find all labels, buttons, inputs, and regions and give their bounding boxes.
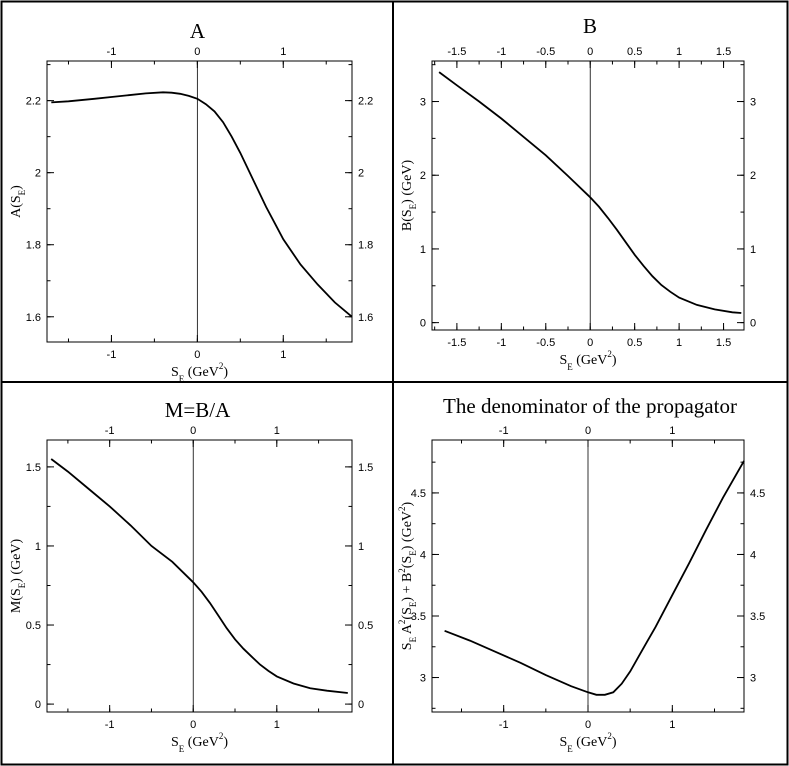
y-tick-label: 0 xyxy=(420,318,426,330)
x-tick-label: -0.5 xyxy=(536,337,555,349)
x-tick-label-top: -0.5 xyxy=(536,46,555,58)
y-tick-label: 1.6 xyxy=(26,312,41,324)
series-line-1 xyxy=(50,458,348,694)
y-tick-label: 4 xyxy=(420,549,426,561)
y-tick-label-right: 4.5 xyxy=(750,488,765,500)
y-tick-label-right: 1 xyxy=(358,541,364,553)
plot-frame xyxy=(46,60,353,343)
y-tick-label: 3 xyxy=(420,673,426,685)
x-tick-label: 1 xyxy=(676,337,682,349)
x-tick-label-top: 1.5 xyxy=(716,46,731,58)
y-tick-label-right: 0 xyxy=(358,699,364,711)
series-line-1 xyxy=(51,91,353,318)
x-axis-label: SE (GeV2) xyxy=(171,361,228,384)
chart-title: The denominator of the propagator xyxy=(443,394,737,418)
y-tick-label-right: 3.5 xyxy=(750,611,765,623)
x-tick-label-top: 1 xyxy=(274,425,280,437)
y-tick-label-right: 2.2 xyxy=(358,96,373,108)
x-tick-label: 0 xyxy=(190,719,196,731)
x-tick-label-top: -1.5 xyxy=(447,46,466,58)
x-tick-label: 0 xyxy=(585,719,591,731)
x-tick-label-top: 1 xyxy=(669,425,675,437)
y-tick-label: 0.5 xyxy=(26,620,41,632)
x-tick-label: -1 xyxy=(499,719,509,731)
y-tick-label-right: 1.8 xyxy=(358,240,373,252)
y-tick-label-right: 1 xyxy=(750,244,756,256)
chart-panel-4: The denominator of the propagator -1 -1 0 0 1… xyxy=(397,394,765,754)
x-tick-label-top: 1 xyxy=(280,46,286,58)
x-tick-label-top: 0 xyxy=(194,46,200,58)
x-tick-label: -1 xyxy=(107,349,117,361)
chart-title: M=B/A xyxy=(165,398,231,422)
x-axis-label: SE (GeV2) xyxy=(171,731,228,754)
chart-panel-1: A -1 -1 0 0 1 1 1.6 1.6 1.8 1.8 2 2 2.2 2.2 SE (GeV2) A(… xyxy=(9,19,373,384)
chart-title: B xyxy=(583,14,597,38)
x-tick-label: 0.5 xyxy=(627,337,642,349)
x-tick-label: 1.5 xyxy=(716,337,731,349)
x-tick-label-top: -1 xyxy=(107,46,117,58)
y-tick-label: 1 xyxy=(35,541,41,553)
chart-title: A xyxy=(190,19,206,43)
chart-panel-3: M=B/A -1 -1 0 0 1 1 0 0 0.5 0.5 1 1 1.5 1.5 SE (GeV2) M(… xyxy=(9,398,373,754)
y-tick-label: 2 xyxy=(35,168,41,180)
x-tick-label: -1 xyxy=(496,337,506,349)
y-tick-label: 0 xyxy=(35,699,41,711)
y-tick-label: 1 xyxy=(420,244,426,256)
y-tick-label-right: 1.5 xyxy=(358,462,373,474)
y-tick-label: 4.5 xyxy=(411,488,426,500)
x-tick-label-top: 0 xyxy=(190,425,196,437)
x-tick-label-top: 0 xyxy=(585,425,591,437)
y-tick-label: 3.5 xyxy=(411,611,426,623)
y-tick-label: 3 xyxy=(420,97,426,109)
y-axis-label: B(SE) (GeV) xyxy=(400,160,418,232)
y-axis-label: A(SE) xyxy=(9,185,27,218)
y-tick-label-right: 2 xyxy=(358,168,364,180)
x-tick-label: 1 xyxy=(274,719,280,731)
x-axis-label: SE (GeV2) xyxy=(559,731,616,754)
y-tick-label-right: 4 xyxy=(750,549,756,561)
y-tick-label: 1.8 xyxy=(26,240,41,252)
y-tick-label-right: 0.5 xyxy=(358,620,373,632)
y-axis-label: SE A2(SE) + B2(SE) (GeV2) xyxy=(397,501,418,650)
x-tick-label-top: -1 xyxy=(496,46,506,58)
x-tick-label: -1 xyxy=(105,719,115,731)
series-line-1 xyxy=(438,71,742,314)
x-tick-label: 0 xyxy=(194,349,200,361)
x-tick-label-top: 0 xyxy=(587,46,593,58)
x-tick-label-top: 1 xyxy=(676,46,682,58)
y-tick-label-right: 3 xyxy=(750,673,756,685)
plot-frame xyxy=(431,60,745,331)
x-tick-label-top: -1 xyxy=(105,425,115,437)
plot-frame xyxy=(46,439,353,713)
x-tick-label: -1.5 xyxy=(447,337,466,349)
x-tick-label-top: 0.5 xyxy=(627,46,642,58)
x-tick-label: 0 xyxy=(587,337,593,349)
series-line-1 xyxy=(444,460,745,696)
y-axis-label: M(SE) (GeV) xyxy=(9,538,27,613)
y-tick-label-right: 0 xyxy=(750,318,756,330)
x-tick-label-top: -1 xyxy=(499,425,509,437)
x-tick-label: 1 xyxy=(669,719,675,731)
y-tick-label: 2.2 xyxy=(26,96,41,108)
y-tick-label: 1.5 xyxy=(26,462,41,474)
y-tick-label-right: 2 xyxy=(750,170,756,182)
x-tick-label: 1 xyxy=(280,349,286,361)
y-tick-label-right: 3 xyxy=(750,97,756,109)
y-tick-label: 2 xyxy=(420,170,426,182)
y-tick-label-right: 1.6 xyxy=(358,312,373,324)
x-axis-label: SE (GeV2) xyxy=(559,349,616,372)
chart-panel-2: B -1.5 -1.5 -1 -1 -0.5 -0.5 0 0 0.5 0.5 1 1 1.5 1.5 0 0 1… xyxy=(400,14,756,372)
